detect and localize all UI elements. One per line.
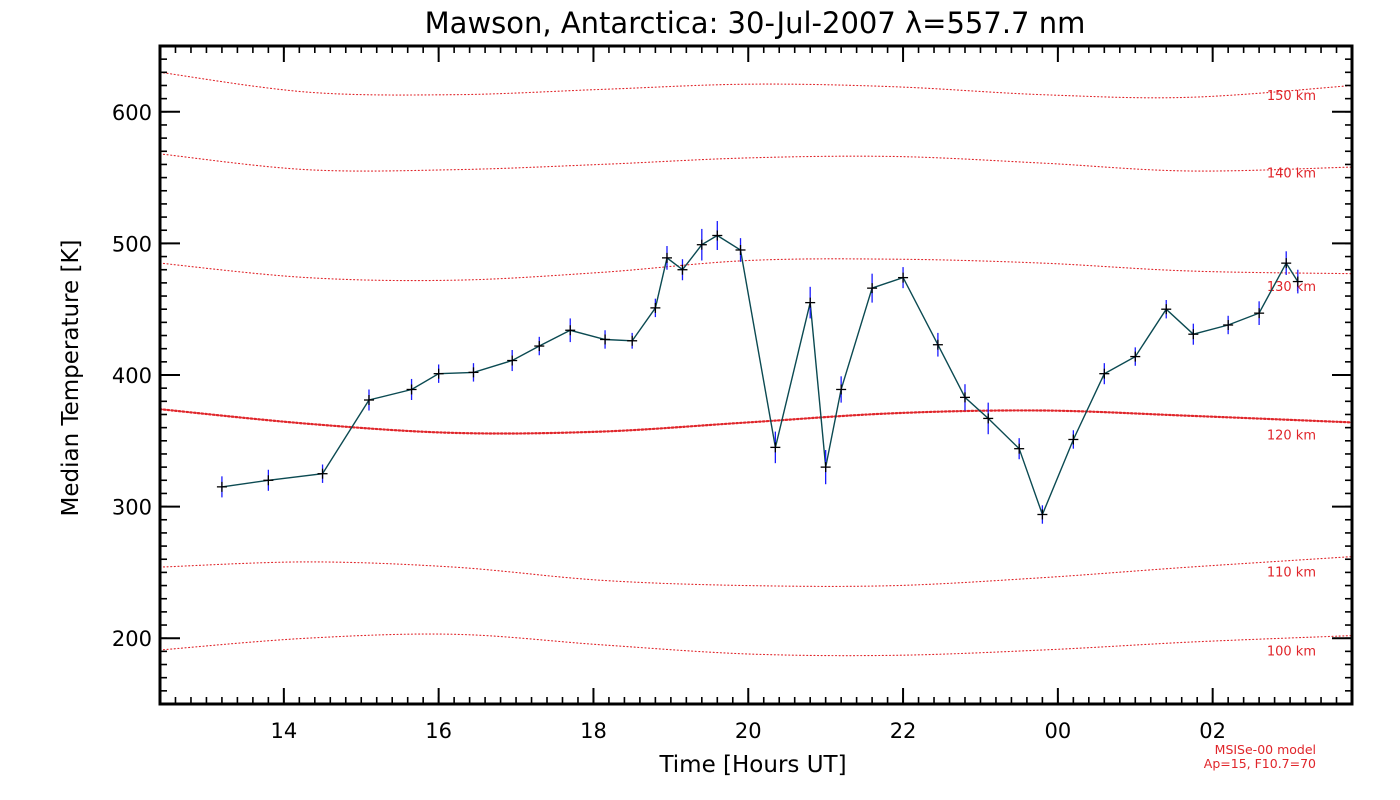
data-point — [650, 302, 661, 313]
data-series — [216, 221, 1303, 524]
model-curve-150-km — [159, 71, 1353, 99]
model-note-line-2: Ap=15, F10.7=70 — [1204, 756, 1316, 771]
x-tick-label: 14 — [270, 719, 297, 743]
data-point — [317, 468, 328, 479]
data-point — [677, 264, 688, 275]
data-point — [433, 368, 444, 379]
data-point — [983, 413, 994, 424]
data-point — [836, 384, 847, 395]
data-point — [696, 239, 707, 250]
data-point — [770, 442, 781, 453]
data-point — [406, 384, 417, 395]
data-point — [600, 334, 611, 345]
y-tick-label: 500 — [112, 232, 152, 256]
model-curve-label: 130 km — [1267, 280, 1316, 295]
data-point — [216, 481, 227, 492]
data-point — [898, 272, 909, 283]
data-point — [1223, 319, 1234, 330]
data-point — [507, 355, 518, 366]
data-point — [1099, 368, 1110, 379]
data-point — [712, 230, 723, 241]
x-axis-label: Time [Hours UT] — [658, 752, 846, 778]
data-point — [1281, 258, 1292, 269]
data-point — [959, 392, 970, 403]
x-tick-label: 02 — [1199, 719, 1226, 743]
model-curve-label: 110 km — [1267, 565, 1316, 580]
data-point — [1130, 351, 1141, 362]
data-point — [1188, 329, 1199, 340]
x-tick-label: 18 — [580, 719, 607, 743]
model-note-line-1: MSISe-00 model — [1215, 742, 1316, 757]
y-tick-label: 600 — [112, 101, 152, 125]
data-point — [735, 244, 746, 255]
data-point — [468, 367, 479, 378]
data-point — [565, 325, 576, 336]
data-point — [1292, 276, 1303, 287]
model-curve-label: 120 km — [1267, 429, 1316, 444]
data-point — [1161, 304, 1172, 315]
model-curve-label: 140 km — [1267, 167, 1316, 182]
data-point — [1037, 509, 1048, 520]
data-point — [661, 252, 672, 263]
data-point — [867, 283, 878, 294]
y-tick-label: 200 — [112, 627, 152, 651]
data-point — [534, 341, 545, 352]
model-curve-label: 100 km — [1267, 644, 1316, 659]
x-tick-label: 20 — [735, 719, 762, 743]
data-point — [820, 462, 831, 473]
data-point — [1014, 443, 1025, 454]
x-tick-label: 22 — [890, 719, 917, 743]
data-point — [932, 339, 943, 350]
series-line — [221, 234, 1299, 517]
plot-axes: 14 16 18 20 22 00 02 200 300 400 500 600 — [112, 44, 1354, 743]
x-tick-label: 16 — [425, 719, 452, 743]
data-point — [805, 297, 816, 308]
data-point — [627, 335, 638, 346]
data-point — [1068, 434, 1079, 445]
data-point — [363, 395, 374, 406]
model-curve-label: 150 km — [1267, 89, 1316, 104]
y-tick-label: 400 — [112, 364, 152, 388]
data-point — [263, 475, 274, 486]
data-point — [1254, 308, 1265, 319]
chart-title: Mawson, Antarctica: 30-Jul-2007 λ=557.7 … — [425, 6, 1086, 40]
y-axis-label: Median Temperature [K] — [58, 240, 84, 517]
x-tick-label: 00 — [1045, 719, 1072, 743]
y-tick-label: 300 — [112, 496, 152, 520]
